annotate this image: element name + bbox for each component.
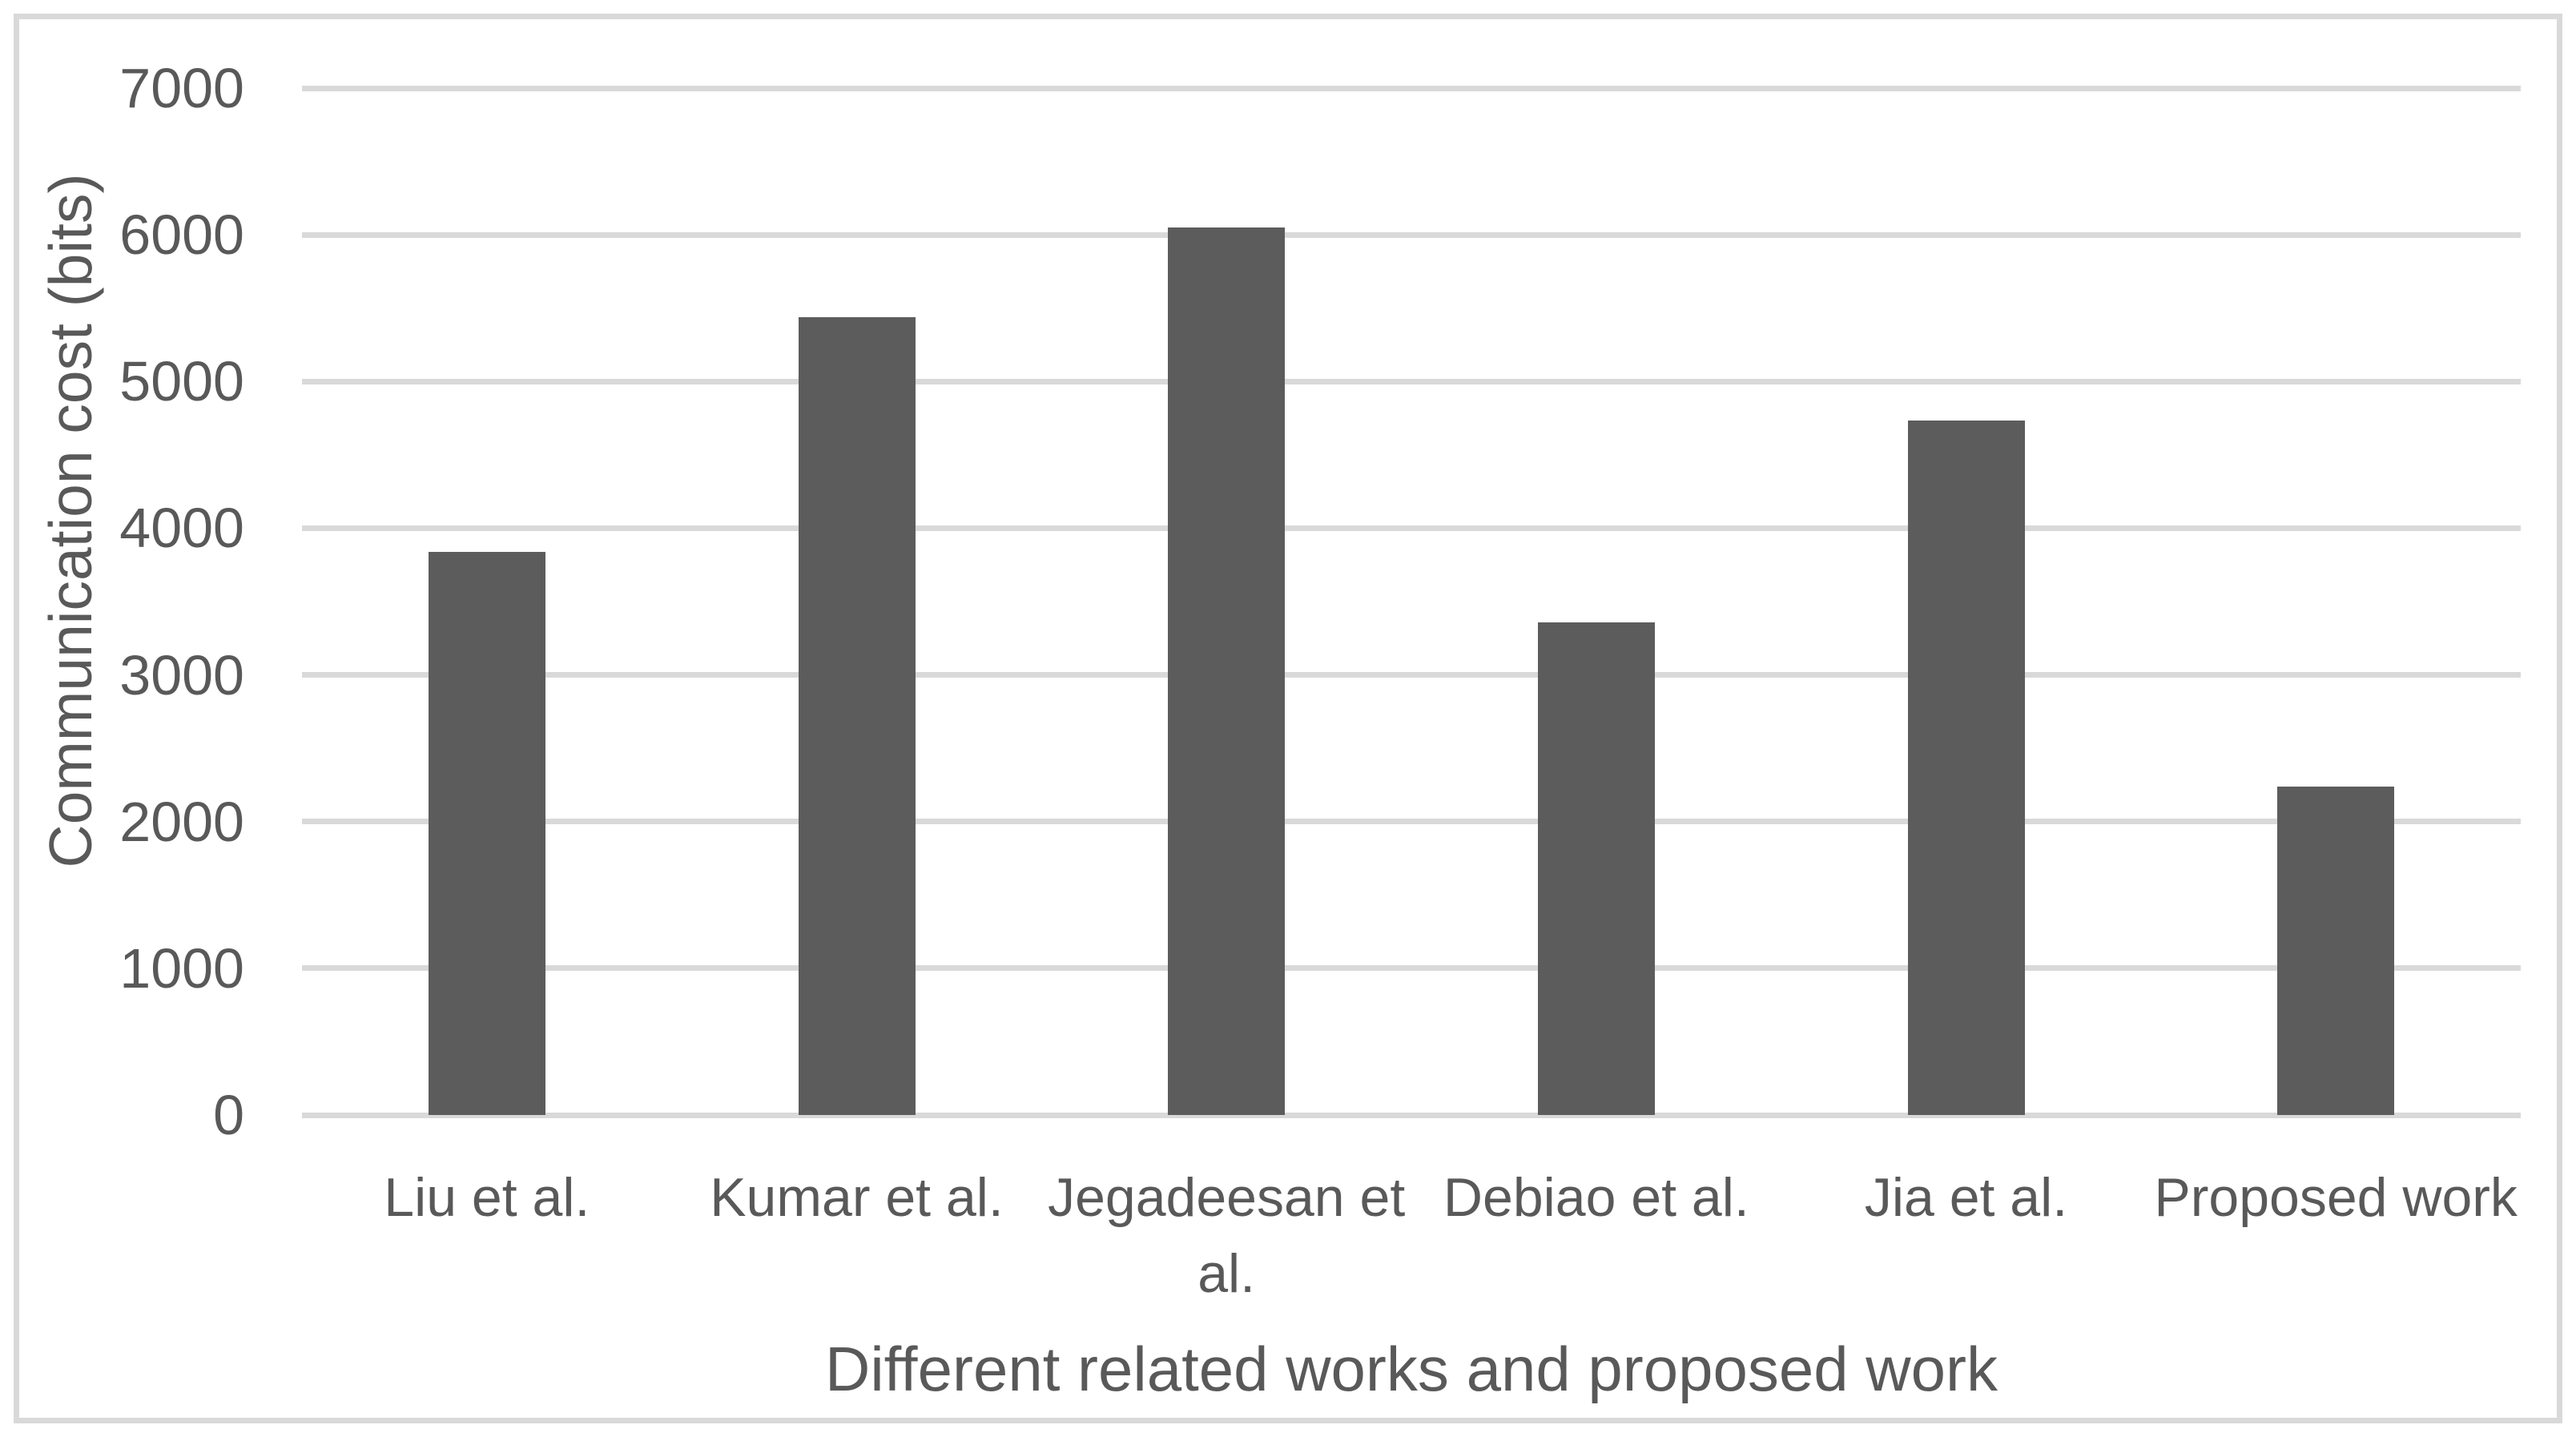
gridline-4000	[302, 525, 2521, 531]
figure-border	[14, 14, 2562, 1423]
bar-liu-et-al	[428, 551, 545, 1115]
bar-jia-et-al	[1907, 420, 2025, 1115]
gridline-0	[302, 1112, 2521, 1118]
y-tick-label-2000: 2000	[119, 790, 244, 853]
y-tick-label-6000: 6000	[119, 203, 244, 267]
x-axis-title: Different related works and proposed wor…	[825, 1334, 1998, 1404]
y-tick-label-0: 0	[213, 1084, 244, 1146]
gridline-5000	[302, 378, 2521, 384]
x-category-label-debiao-et-al: Debiao et al.	[1443, 1167, 1749, 1228]
bar-jegadeesan-et-al	[1168, 227, 1286, 1115]
gridline-1000	[302, 965, 2521, 972]
y-tick-label-3000: 3000	[119, 643, 244, 706]
plot-area	[302, 85, 2521, 1118]
x-category-label-proposed-work: Proposed work	[2154, 1167, 2518, 1228]
gridline-2000	[302, 819, 2521, 825]
bar-proposed-work	[2277, 786, 2395, 1115]
x-category-label-jia-et-al: Jia et al.	[1864, 1167, 2068, 1228]
x-category-label-kumar-et-al: Kumar et al.	[710, 1167, 1004, 1228]
x-category-label-liu-et-al: Liu et al.	[384, 1167, 590, 1228]
gridline-7000	[302, 85, 2521, 91]
gridline-6000	[302, 231, 2521, 238]
bar-debiao-et-al	[1537, 622, 1655, 1115]
y-tick-label-5000: 5000	[119, 350, 244, 413]
y-tick-label-4000: 4000	[119, 497, 244, 560]
x-category-label-jegadeesan-et-al: Jegadeesan et al.	[1048, 1167, 1406, 1304]
y-axis-title: Communication cost (bits)	[37, 173, 104, 868]
y-tick-label-1000: 1000	[119, 936, 244, 1000]
y-tick-label-7000: 7000	[119, 57, 244, 119]
bar-kumar-et-al	[798, 316, 916, 1115]
gridline-3000	[302, 672, 2521, 678]
